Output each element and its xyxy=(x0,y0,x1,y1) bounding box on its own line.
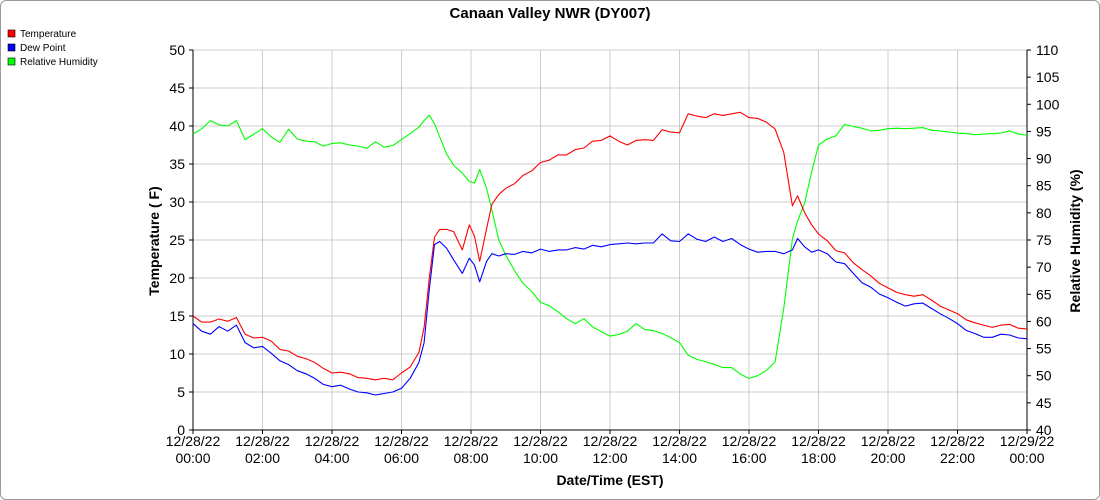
series-line-temperature xyxy=(192,111,1028,381)
legend-label-dew-point: Dew Point xyxy=(20,43,66,54)
x-tick-label-time: 04:00 xyxy=(314,450,349,466)
x-tick-label-time: 06:00 xyxy=(384,450,419,466)
y-left-tick-label: 10 xyxy=(169,346,185,362)
grid xyxy=(192,49,1028,431)
x-tick-label-time: 14:00 xyxy=(662,450,697,466)
x-tick-label-time: 08:00 xyxy=(453,450,488,466)
y-right-tick-label: 40 xyxy=(1036,422,1052,438)
x-tick-label-date: 12/28/22 xyxy=(930,433,985,449)
y-left-tick-label: 20 xyxy=(169,270,185,286)
x-tick-label-date: 12/28/22 xyxy=(513,433,568,449)
chart-title: Canaan Valley NWR (DY007) xyxy=(450,5,651,22)
x-tick-label-date: 12/29/22 xyxy=(1000,433,1055,449)
x-axis-ticks: 12/28/2200:0012/28/2202:0012/28/2204:001… xyxy=(166,430,1055,466)
x-tick-label-time: 22:00 xyxy=(940,450,975,466)
x-tick-label-date: 12/28/22 xyxy=(166,433,221,449)
y-axis-left-ticks: 0 5 10 15 20 25 30 35 40 45 50 xyxy=(169,42,193,438)
x-tick-label-date: 12/28/22 xyxy=(791,433,846,449)
y-axis-right-title: Relative Humidity (%) xyxy=(1067,169,1083,312)
series-layer xyxy=(192,111,1028,396)
legend-swatch-relative-humidity xyxy=(7,57,16,66)
x-tick-label-date: 12/28/22 xyxy=(652,433,707,449)
x-tick-label-time: 00:00 xyxy=(175,450,210,466)
x-tick-label-time: 00:00 xyxy=(1009,450,1044,466)
y-right-tick-label: 45 xyxy=(1036,395,1052,411)
y-right-tick-label: 60 xyxy=(1036,313,1052,329)
y-axis-right-ticks: 40 45 50 55 60 65 70 75 80 85 90 95 100 105 110 xyxy=(1027,42,1060,438)
y-right-tick-label: 65 xyxy=(1036,286,1052,302)
y-right-tick-label: 110 xyxy=(1036,42,1059,58)
legend-swatch-dew-point xyxy=(7,43,16,52)
x-tick-label-date: 12/28/22 xyxy=(861,433,916,449)
y-left-tick-label: 5 xyxy=(177,384,185,400)
y-left-tick-label: 50 xyxy=(169,42,185,58)
x-tick-label-date: 12/28/22 xyxy=(235,433,290,449)
y-right-tick-label: 70 xyxy=(1036,259,1052,275)
legend: Temperature Dew Point Relative Humidity xyxy=(7,29,98,68)
y-right-tick-label: 95 xyxy=(1036,123,1052,139)
y-left-tick-label: 40 xyxy=(169,118,185,134)
legend-label-relative-humidity: Relative Humidity xyxy=(20,57,98,68)
y-left-tick-label: 45 xyxy=(169,80,185,96)
x-tick-label-time: 18:00 xyxy=(801,450,836,466)
x-tick-label-date: 12/28/22 xyxy=(374,433,429,449)
x-tick-label-time: 20:00 xyxy=(870,450,905,466)
series-line-relative-humidity xyxy=(192,114,1028,379)
x-tick-label-time: 12:00 xyxy=(592,450,627,466)
x-tick-label-date: 12/28/22 xyxy=(444,433,499,449)
x-tick-label-date: 12/28/22 xyxy=(722,433,777,449)
x-tick-label-time: 10:00 xyxy=(523,450,558,466)
y-right-tick-label: 50 xyxy=(1036,368,1052,384)
legend-swatch-temperature xyxy=(7,29,16,38)
y-left-tick-label: 35 xyxy=(169,156,185,172)
y-right-tick-label: 80 xyxy=(1036,205,1052,221)
y-right-tick-label: 100 xyxy=(1036,96,1060,112)
y-left-tick-label: 30 xyxy=(169,194,185,210)
y-right-tick-label: 85 xyxy=(1036,178,1052,194)
x-tick-label-time: 02:00 xyxy=(245,450,280,466)
y-right-tick-label: 75 xyxy=(1036,232,1052,248)
y-left-tick-label: 15 xyxy=(169,308,185,324)
y-right-tick-label: 90 xyxy=(1036,151,1052,167)
x-axis-title: Date/Time (EST) xyxy=(556,472,663,488)
y-right-tick-label: 55 xyxy=(1036,341,1052,357)
x-tick-label-date: 12/28/22 xyxy=(583,433,638,449)
series-line-dew-point xyxy=(192,233,1028,396)
legend-label-temperature: Temperature xyxy=(20,29,77,40)
y-left-tick-label: 0 xyxy=(177,422,185,438)
y-axis-left-title: Temperature ( F) xyxy=(146,186,162,295)
y-right-tick-label: 105 xyxy=(1036,69,1060,85)
x-tick-label-time: 16:00 xyxy=(731,450,766,466)
x-tick-label-date: 12/28/22 xyxy=(305,433,360,449)
y-left-tick-label: 25 xyxy=(169,232,185,248)
